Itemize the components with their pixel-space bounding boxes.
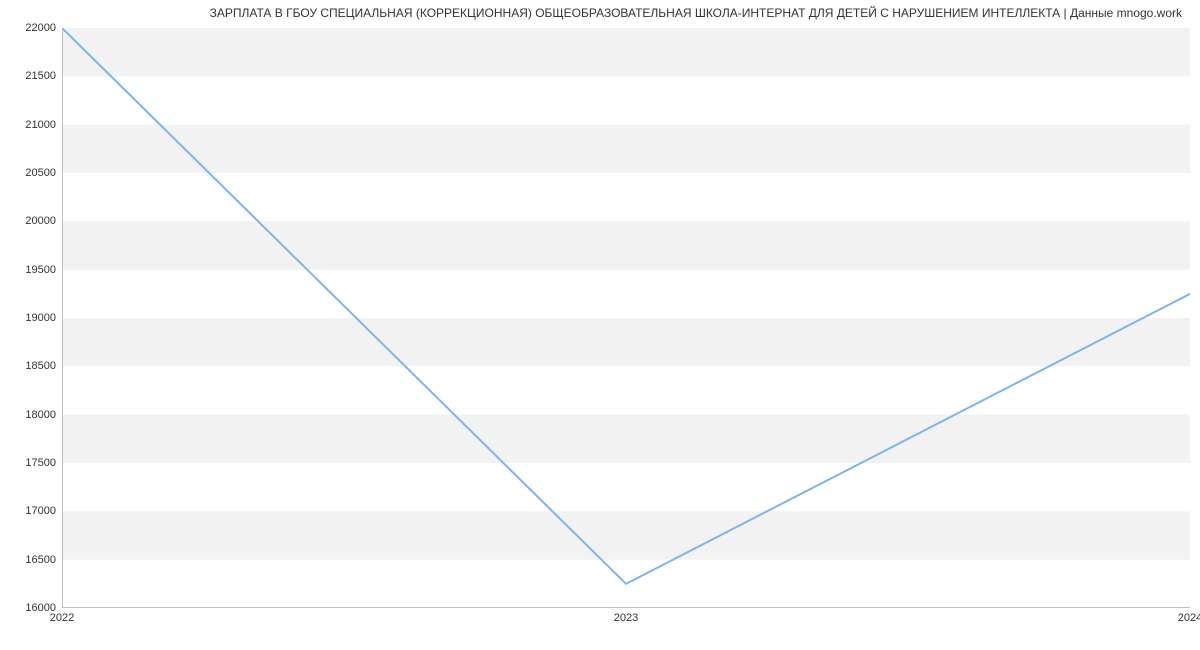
chart-title: ЗАРПЛАТА В ГБОУ СПЕЦИАЛЬНАЯ (КОРРЕКЦИОНН…: [0, 6, 1190, 20]
y-tick-label: 18500: [6, 360, 56, 372]
series-line: [62, 28, 1190, 584]
plot-area: [62, 28, 1190, 608]
grid-band: [62, 28, 1190, 76]
y-tick-label: 19500: [6, 264, 56, 276]
y-tick-label: 20500: [6, 167, 56, 179]
chart-container: ЗАРПЛАТА В ГБОУ СПЕЦИАЛЬНАЯ (КОРРЕКЦИОНН…: [0, 0, 1200, 650]
y-tick-label: 18000: [6, 409, 56, 421]
chart-svg: [62, 28, 1190, 608]
grid-band: [62, 415, 1190, 463]
grid-band: [62, 221, 1190, 269]
y-tick-label: 19000: [6, 312, 56, 324]
y-tick-label: 21000: [6, 119, 56, 131]
x-tick-label: 2022: [50, 612, 74, 624]
x-tick-label: 2023: [614, 612, 638, 624]
y-tick-label: 17000: [6, 505, 56, 517]
grid-band: [62, 318, 1190, 366]
y-tick-label: 21500: [6, 70, 56, 82]
y-tick-label: 17500: [6, 457, 56, 469]
x-tick-label: 2024: [1178, 612, 1200, 624]
y-tick-label: 22000: [6, 22, 56, 34]
y-tick-label: 16000: [6, 602, 56, 614]
grid-band: [62, 125, 1190, 173]
grid-band: [62, 511, 1190, 559]
y-tick-label: 20000: [6, 215, 56, 227]
y-tick-label: 16500: [6, 554, 56, 566]
